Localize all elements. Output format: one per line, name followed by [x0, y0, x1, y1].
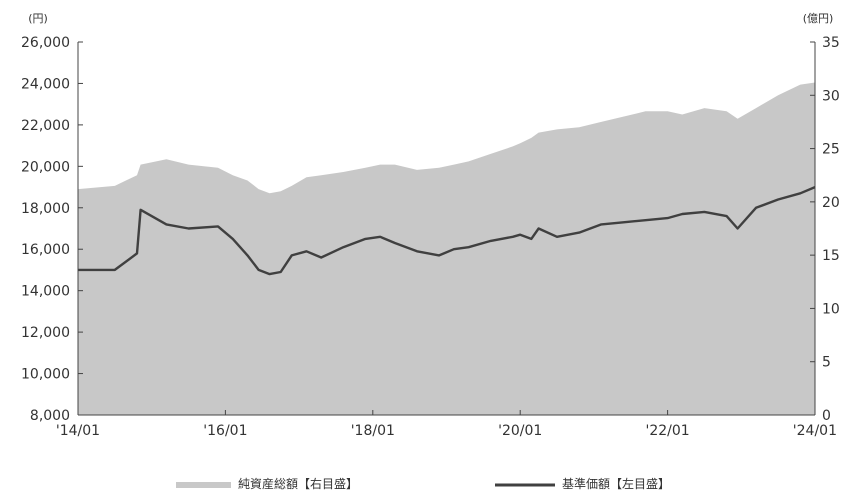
left-axis: (円) 8,000 10,000 12,000 14,000 16,000 18,000 2… [21, 12, 83, 424]
nav-line [78, 185, 816, 276]
right-tick-label: 30 [822, 88, 840, 104]
x-tick-label: '14/01 [56, 423, 100, 439]
left-tick-label: 8,000 [30, 408, 70, 424]
right-tick-label: 15 [822, 248, 840, 264]
right-tick-label: 35 [822, 35, 840, 51]
left-tick-label: 18,000 [21, 201, 70, 217]
left-tick-label: 10,000 [21, 367, 70, 383]
legend-label-nav: 基準価額【左目盛】 [562, 476, 670, 491]
x-tick-label: '22/01 [645, 423, 689, 439]
x-axis: '14/01 '16/01 '18/01 '20/01 '22/01 '24/01 [56, 410, 837, 439]
left-tick-label: 20,000 [21, 159, 70, 175]
right-tick-label: 25 [822, 142, 840, 158]
left-tick-label: 16,000 [21, 242, 70, 258]
left-tick-label: 26,000 [21, 35, 70, 51]
legend: 純資産総額【右目盛】 基準価額【左目盛】 [176, 476, 670, 491]
plot-area [78, 82, 816, 415]
left-axis-ticks: 8,000 10,000 12,000 14,000 16,000 18,000 20,00… [21, 35, 83, 424]
x-tick-label: '18/01 [351, 423, 395, 439]
net-assets-area [78, 82, 815, 415]
left-tick-label: 24,000 [21, 76, 70, 92]
legend-label-net-assets: 純資産総額【右目盛】 [238, 476, 358, 491]
right-axis-unit: (億円) [803, 12, 834, 25]
x-tick-label: '16/01 [203, 423, 247, 439]
legend-swatch-net-assets [176, 482, 231, 488]
right-axis: (億円) 0 5 10 15 20 25 30 35 [803, 12, 840, 424]
x-tick-label: '20/01 [498, 423, 542, 439]
right-tick-label: 10 [822, 301, 840, 317]
left-tick-label: 12,000 [21, 325, 70, 341]
right-tick-label: 0 [822, 408, 831, 424]
left-axis-unit: (円) [28, 12, 48, 25]
right-axis-ticks: 0 5 10 15 20 25 30 35 [810, 35, 840, 424]
right-tick-label: 20 [822, 195, 840, 211]
right-tick-label: 5 [822, 355, 831, 371]
x-tick-label: '24/01 [793, 423, 837, 439]
left-tick-label: 22,000 [21, 118, 70, 134]
x-axis-ticks: '14/01 '16/01 '18/01 '20/01 '22/01 '24/01 [56, 410, 837, 439]
left-tick-label: 14,000 [21, 284, 70, 300]
